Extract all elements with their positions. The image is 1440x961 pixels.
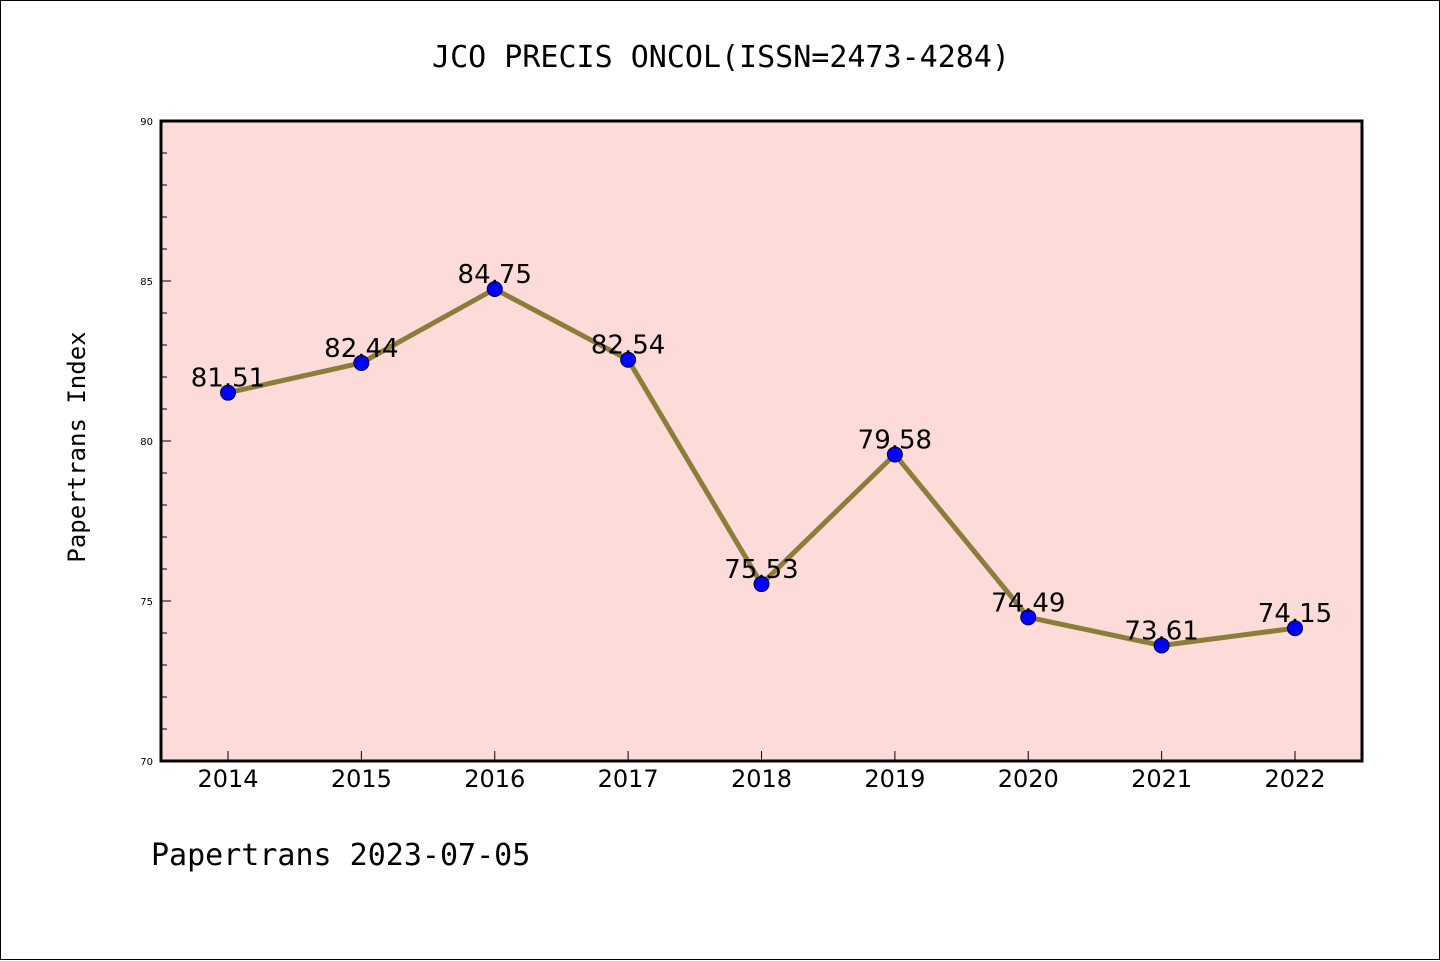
- x-tick-label: 2016: [464, 765, 525, 793]
- data-point: [220, 384, 236, 401]
- data-label: 82.44: [324, 334, 398, 364]
- data-point: [1287, 620, 1303, 637]
- y-axis-label: Papertrans Index: [63, 331, 91, 562]
- data-point: [1153, 637, 1170, 654]
- chart-title: JCO PRECIS ONCOL(ISSN=2473-4284): [432, 40, 1010, 75]
- x-tick-label: 2018: [731, 765, 792, 793]
- plot-area: [159, 119, 1364, 763]
- x-tick-label: 2015: [331, 765, 392, 793]
- data-point: [486, 281, 503, 297]
- x-tick-label: 2014: [197, 765, 258, 793]
- x-tick-label: 2017: [598, 765, 659, 793]
- x-axis: 2014 2015 2016 2017 2018 2019 2020 2021 2022: [197, 751, 1326, 793]
- y-tick-label: 85: [140, 277, 153, 288]
- data-label: 79.58: [858, 425, 932, 455]
- data-point: [620, 351, 637, 368]
- series: [220, 281, 1303, 654]
- data-label: 74.49: [991, 588, 1065, 618]
- data-label: 75.53: [724, 555, 798, 585]
- x-tick-label: 2021: [1131, 765, 1192, 793]
- x-tick-label: 2019: [864, 765, 925, 793]
- data-label: 74.15: [1258, 599, 1332, 629]
- y-axis: 70 75 80 85 90: [140, 117, 171, 768]
- data-label: 81.51: [191, 364, 265, 394]
- y-tick-label: 70: [140, 757, 153, 768]
- data-point: [353, 354, 370, 371]
- data-point: [753, 576, 770, 593]
- data-label: 84.75: [458, 260, 532, 290]
- x-tick-label: 2020: [998, 765, 1059, 793]
- data-label: 73.61: [1124, 616, 1198, 646]
- data-point: [1020, 609, 1037, 626]
- footer-text: Papertrans 2023-07-05: [151, 838, 530, 873]
- x-tick-label: 2022: [1264, 765, 1325, 793]
- y-tick-label: 75: [140, 597, 153, 608]
- data-labels: 81.51 82.44 84.75 82.54 75.53 79.58 74.49 73.61…: [191, 260, 1332, 646]
- y-tick-label: 80: [140, 437, 153, 448]
- data-point: [886, 446, 903, 463]
- y-tick-label: 90: [140, 117, 153, 128]
- data-label: 82.54: [591, 331, 665, 361]
